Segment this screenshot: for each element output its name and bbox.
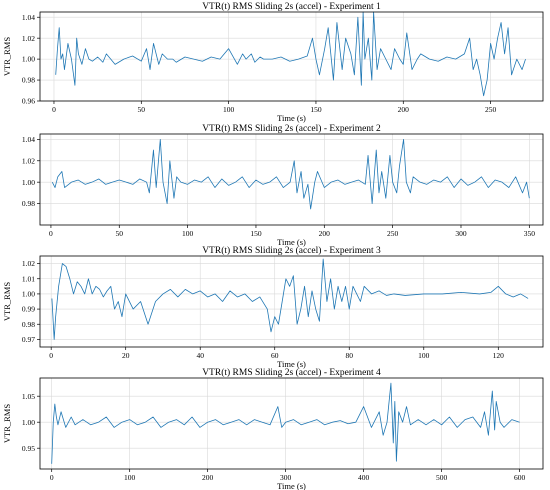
- plot-frame: [39, 133, 544, 226]
- series-line-1: [51, 258, 529, 340]
- x-tick-label-3: 200: [202, 473, 214, 482]
- x-tick-label-8: 350: [524, 229, 536, 238]
- x-tick-label-5: 200: [319, 229, 331, 238]
- x-tick-label-3: 40: [196, 351, 204, 360]
- chart-3: 0 20 40 60 80 100 120 0.97 0.98 0.99 1.00 1.01 1.02 V…: [2, 245, 544, 369]
- x-tick-label-1: 0: [52, 105, 56, 114]
- y-tick-label-5: 1.01: [22, 274, 35, 283]
- chart-2: 0 50 100 150 200 250 300 350 0.98 1.00 1.02 1.04 VTR…: [22, 123, 544, 247]
- series-line-1: [51, 138, 530, 210]
- x-tick-label-5: 200: [398, 105, 410, 114]
- y-tick-label-3: 0.99: [22, 305, 35, 314]
- y-tick-label-5: 1.04: [22, 13, 35, 22]
- x-tick-label-2: 50: [138, 105, 146, 114]
- y-tick-label-1: 0.95: [22, 444, 35, 453]
- x-tick-label-5: 80: [346, 351, 354, 360]
- y-tick-label-4: 1.00: [22, 290, 35, 299]
- y-tick-label-2: 0.98: [22, 76, 35, 85]
- series-line-1: [51, 382, 520, 464]
- chart-title: VTR(t) RMS Sliding 2s (accel) - Experime…: [202, 123, 381, 134]
- y-tick-label-3: 1.05: [22, 392, 35, 401]
- x-axis-label: Time (s): [277, 359, 306, 369]
- x-tick-label-7: 600: [514, 473, 526, 482]
- y-tick-label-4: 1.04: [22, 135, 35, 144]
- x-tick-label-4: 150: [310, 105, 322, 114]
- x-tick-label-5: 400: [358, 473, 370, 482]
- x-axis-label: Time (s): [277, 113, 306, 123]
- x-tick-label-6: 250: [387, 229, 399, 238]
- x-axis-label: Time (s): [277, 237, 306, 247]
- x-tick-label-6: 500: [436, 473, 448, 482]
- y-axis-label: VTR_RMS: [2, 404, 12, 443]
- y-tick-label-1: 0.98: [22, 199, 35, 208]
- x-tick-label-1: 0: [50, 473, 54, 482]
- chart-title: VTR(t) RMS Sliding 2s (accel) - Experime…: [202, 245, 381, 256]
- x-tick-label-2: 100: [124, 473, 136, 482]
- plot-frame: [39, 377, 544, 470]
- y-axis-label: VTR_RMS: [2, 37, 12, 76]
- x-tick-label-6: 250: [485, 105, 497, 114]
- y-tick-label-6: 1.02: [22, 259, 35, 268]
- series-line-1: [55, 11, 526, 97]
- y-tick-label-3: 1.00: [22, 55, 35, 64]
- chart-title: VTR(t) RMS Sliding 2s (accel) - Experime…: [202, 367, 381, 378]
- x-tick-label-3: 100: [223, 105, 235, 114]
- chart-4: 0 100 200 300 400 500 600 0.95 1.00 1.05 VTR(t) RM…: [2, 367, 544, 490]
- x-tick-label-4: 60: [271, 351, 279, 360]
- x-tick-label-2: 20: [122, 351, 130, 360]
- x-tick-label-1: 0: [49, 351, 53, 360]
- x-tick-label-3: 100: [182, 229, 194, 238]
- x-tick-label-2: 50: [116, 229, 124, 238]
- y-tick-label-2: 1.00: [22, 418, 35, 427]
- x-tick-label-7: 120: [493, 351, 505, 360]
- x-tick-label-7: 300: [455, 229, 467, 238]
- plot-frame: [39, 11, 544, 102]
- chart-1: 0 50 100 150 200 250 0.96 0.98 1.00 1.02 1.04 VTR(t…: [2, 1, 544, 123]
- y-tick-label-2: 1.00: [22, 178, 35, 187]
- x-axis-label: Time (s): [277, 481, 306, 490]
- y-tick-label-1: 0.97: [22, 335, 35, 344]
- chart-title: VTR(t) RMS Sliding 2s (accel) - Experime…: [202, 1, 381, 12]
- y-tick-label-3: 1.02: [22, 156, 35, 165]
- plot-frame: [39, 255, 544, 348]
- x-tick-label-6: 100: [418, 351, 430, 360]
- y-axis-label: VTR_RMS: [2, 282, 12, 321]
- y-tick-label-4: 1.02: [22, 34, 35, 43]
- y-tick-label-1: 0.96: [22, 97, 35, 106]
- x-tick-label-1: 0: [49, 229, 53, 238]
- y-tick-label-2: 0.98: [22, 320, 35, 329]
- x-tick-label-4: 150: [250, 229, 262, 238]
- x-tick-label-4: 300: [280, 473, 292, 482]
